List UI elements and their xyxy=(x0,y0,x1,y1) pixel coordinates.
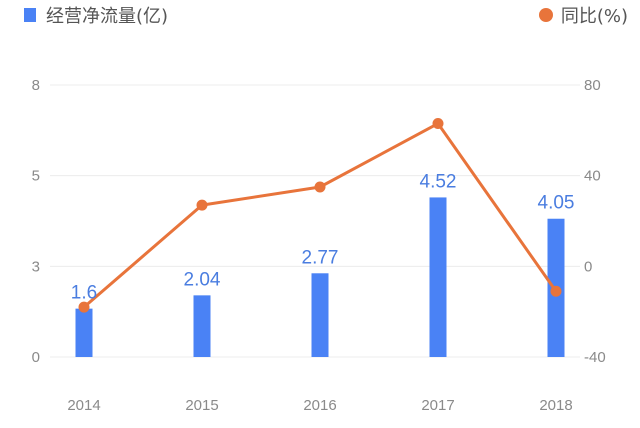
x-tick-label: 2017 xyxy=(421,397,454,414)
y-left-tick-label: 8 xyxy=(32,77,40,94)
y-right-tick-label: 80 xyxy=(584,77,601,94)
bar-data-label: 2.77 xyxy=(302,247,339,268)
y-left-tick-label: 5 xyxy=(32,168,40,185)
bar xyxy=(75,308,93,357)
bar xyxy=(193,295,211,357)
line-point xyxy=(78,301,90,313)
y-left-tick-label: 3 xyxy=(32,258,40,275)
line-point xyxy=(550,285,562,297)
bar xyxy=(311,273,329,357)
x-tick-label: 2018 xyxy=(539,397,572,414)
legend-line-label: 同比(%) xyxy=(560,6,628,27)
y-right-tick-label: 0 xyxy=(584,258,592,275)
bar-data-label: 2.04 xyxy=(184,269,221,290)
legend-bar-swatch xyxy=(24,8,36,22)
y-right-tick-label: -40 xyxy=(584,349,606,366)
line-point xyxy=(432,118,444,130)
bar-data-label: 4.52 xyxy=(420,171,457,192)
legend-line-swatch xyxy=(538,8,553,22)
bar xyxy=(429,197,447,357)
legend-line-series: 同比(%) xyxy=(538,4,628,27)
x-tick-label: 2015 xyxy=(185,397,218,414)
bar-data-label: 1.6 xyxy=(71,283,97,304)
x-tick-label: 2014 xyxy=(67,397,100,414)
y-right-tick-label: 40 xyxy=(584,168,601,185)
x-tick-label: 2016 xyxy=(303,397,336,414)
y-left-tick-label: 0 xyxy=(32,349,40,366)
legend-bar-label: 经营净流量(亿) xyxy=(46,6,169,27)
line-point xyxy=(314,181,326,193)
legend-bar-series: 经营净流量(亿) xyxy=(24,4,169,27)
bar-data-label: 4.05 xyxy=(538,193,575,214)
line-point xyxy=(196,199,208,211)
